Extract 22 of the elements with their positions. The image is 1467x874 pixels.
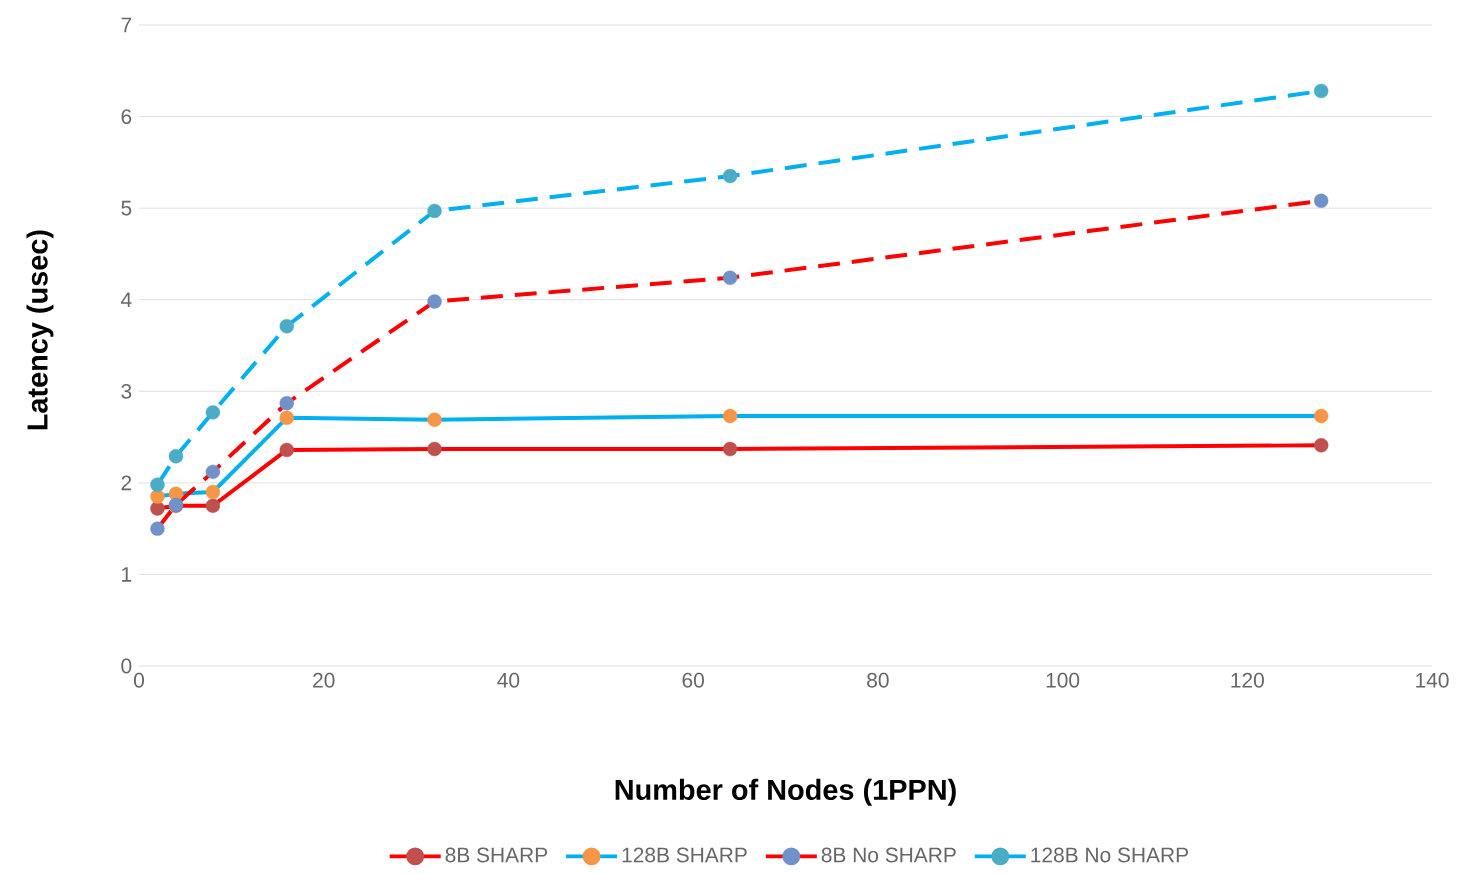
x-tick-label: 120 [1231, 672, 1264, 688]
x-tick-label: 60 [682, 672, 704, 688]
y-tick-label: 0 [121, 658, 132, 674]
x-axis-title: Number of Nodes (1PPN) [615, 778, 956, 806]
y-axis-title: Latency (usec) [26, 230, 54, 430]
y-tick-label: 5 [121, 200, 132, 216]
x-tick-label: 100 [1046, 672, 1080, 688]
x-tick-label: 20 [313, 672, 335, 688]
legend-label: 128B No SHARP [1031, 847, 1188, 863]
y-tick-label: 1 [122, 567, 132, 582]
y-tick-label: 6 [121, 109, 132, 124]
x-tick-label: 140 [1416, 672, 1449, 688]
x-tick-label: 0 [133, 672, 144, 688]
x-tick-label: 80 [867, 672, 889, 688]
legend-label: 8B SHARP [445, 847, 548, 863]
legend-label: 8B No SHARP [821, 847, 956, 863]
y-tick-label: 3 [121, 383, 132, 399]
y-tick-label: 4 [121, 292, 132, 307]
x-tick-label: 40 [497, 672, 520, 688]
legend-label: 128B SHARP [622, 847, 747, 863]
y-tick-label: 2 [121, 475, 132, 491]
y-tick-label: 7 [121, 17, 132, 33]
